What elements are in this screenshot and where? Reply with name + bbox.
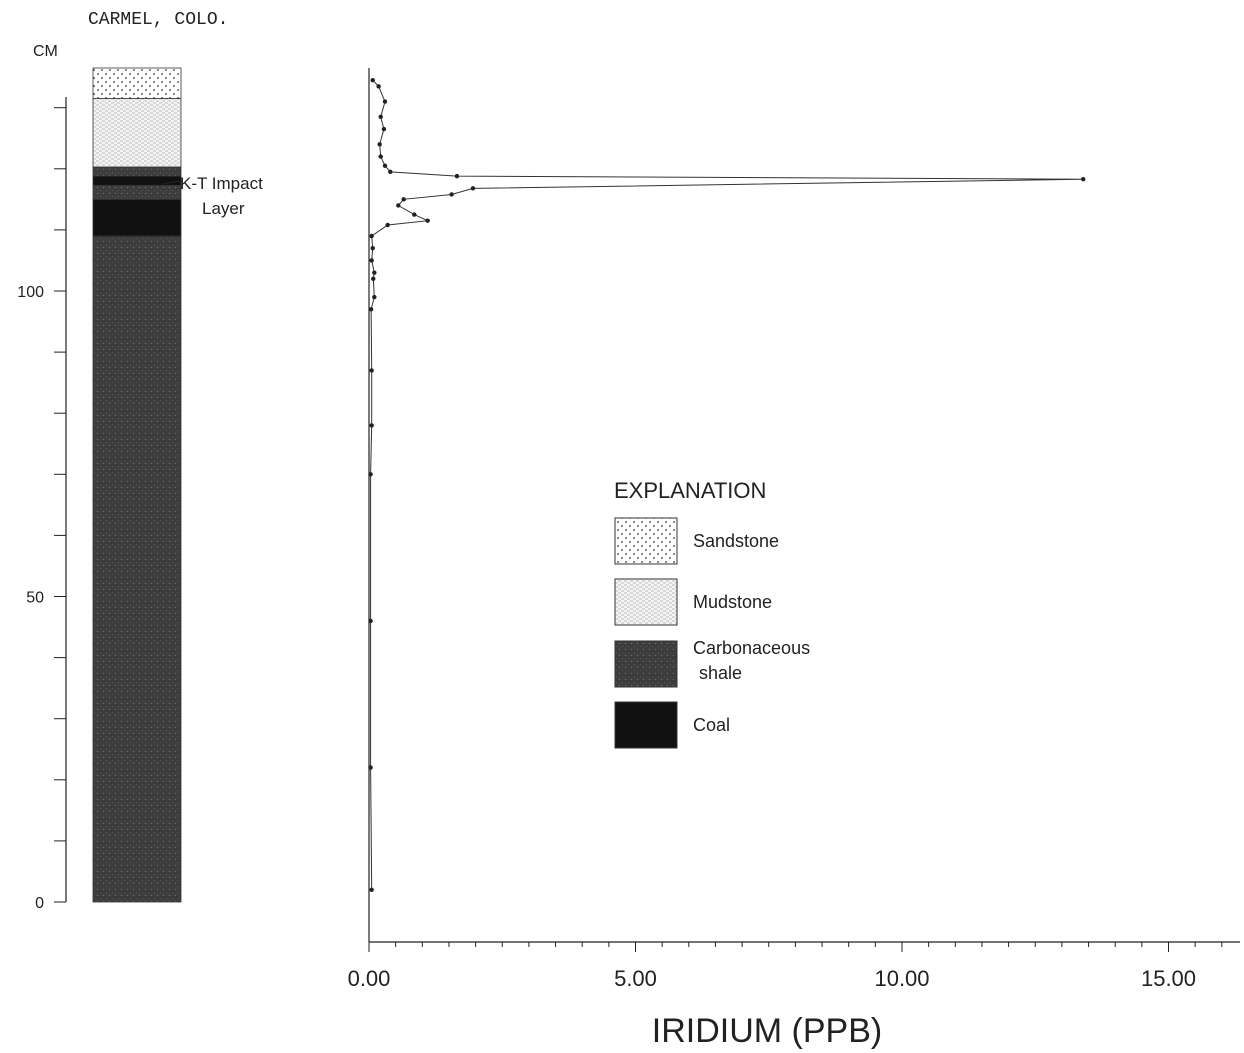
x-tick-label: 5.00 (614, 966, 657, 991)
iridium-data-point (1081, 176, 1086, 182)
legend-label-carbonaceous-shale: Carbonaceous shale (693, 638, 810, 683)
iridium-data-point (369, 887, 374, 892)
iridium-data-point (425, 218, 430, 223)
annotation-line-1: K-T Impact (180, 174, 263, 193)
depth-axis: CM 0 50 100 (17, 43, 67, 912)
x-tick-label: 15.00 (1141, 966, 1196, 991)
column-unit-carbonaceous-shale (92, 235, 182, 903)
iridium-data-point (454, 173, 460, 179)
column-unit-coal (92, 198, 182, 237)
iridium-data-point (372, 294, 377, 300)
depth-tick-label: 50 (26, 590, 44, 607)
iridium-data-point (377, 142, 382, 147)
iridium-data-point (369, 423, 374, 428)
iridium-data-point (368, 765, 373, 770)
iridium-data-point (368, 307, 374, 312)
iridium-data-point (371, 276, 376, 281)
column-unit-carbonaceous-shale (92, 184, 182, 200)
depth-axis-label: CM (33, 43, 58, 60)
iridium-data-point (388, 169, 393, 175)
legend-swatch-sandstone (614, 517, 678, 565)
iridium-data-point (369, 258, 374, 263)
legend-title: EXPLANATION (614, 478, 766, 503)
iridium-data-point (368, 618, 373, 624)
iridium-data-point (370, 246, 375, 251)
iridium-data-point (412, 212, 417, 217)
x-tick-label: 10.00 (874, 966, 929, 991)
iridium-data-point (449, 192, 454, 197)
iridium-data-point (369, 368, 374, 373)
iridium-data-point (470, 186, 476, 191)
legend-swatch-mudstone (614, 578, 678, 626)
kt-impact-annotation: K-T Impact Layer (161, 174, 263, 218)
annotation-leader-line (161, 180, 181, 185)
iridium-data-point (382, 163, 388, 168)
iridium-data-point (401, 197, 406, 202)
iridium-data-point (396, 203, 401, 208)
depth-tick-label: 100 (17, 284, 44, 301)
iridium-data-point (376, 84, 381, 89)
legend-swatch-carbonaceous-shale (614, 640, 678, 688)
legend-label-mudstone: Mudstone (693, 592, 772, 612)
location-title: CARMEL, COLO. (88, 10, 228, 30)
iridium-data-point (368, 472, 373, 477)
depth-tick-label: 0 (35, 895, 44, 912)
column-unit-sandstone (92, 67, 182, 99)
x-tick-label: 0.00 (348, 966, 391, 991)
column-unit-mudstone (92, 98, 182, 168)
iridium-data-point (370, 78, 375, 83)
iridium-data-point (385, 222, 390, 228)
annotation-line-2: Layer (202, 199, 245, 218)
legend-swatch-coal (614, 701, 678, 749)
iridium-data-point (381, 126, 387, 132)
iridium-data-point (369, 233, 374, 239)
iridium-plot: 0.00 5.00 10.00 15.00 IRIDIUM (PPB) (348, 68, 1240, 1050)
iridium-data-point (378, 114, 383, 120)
column-unit-carbonaceous-shale (92, 166, 182, 177)
legend-label-coal: Coal (693, 715, 730, 735)
x-axis-label: IRIDIUM (PPB) (652, 1012, 882, 1050)
iridium-data-point (382, 99, 388, 104)
column-unit-coal (92, 175, 182, 186)
stratigraphic-column (92, 67, 182, 903)
iridium-data-point (378, 154, 383, 159)
iridium-data-point (372, 270, 377, 275)
legend-label-sandstone: Sandstone (693, 531, 779, 551)
legend: EXPLANATION Sandstone Mudstone Carbonaceou… (614, 478, 810, 749)
